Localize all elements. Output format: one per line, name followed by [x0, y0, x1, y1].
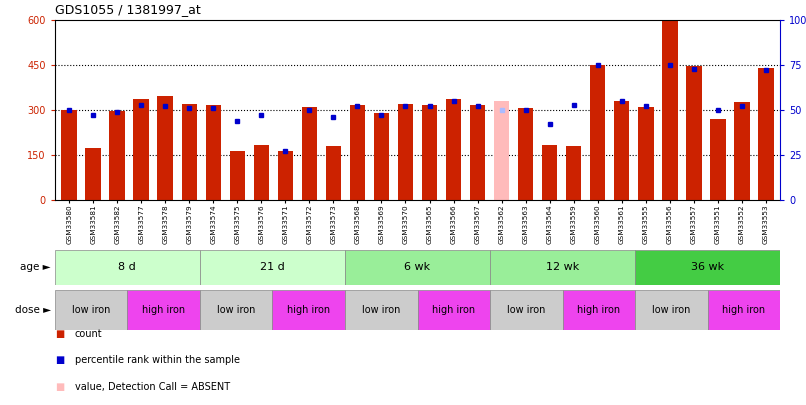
- Bar: [345, 290, 418, 330]
- Bar: [55, 290, 127, 330]
- Text: percentile rank within the sample: percentile rank within the sample: [75, 355, 240, 365]
- Bar: [686, 66, 701, 200]
- Bar: [254, 145, 269, 200]
- Text: GDS1055 / 1381997_at: GDS1055 / 1381997_at: [55, 3, 201, 16]
- Bar: [662, 21, 678, 200]
- Text: low iron: low iron: [652, 305, 691, 315]
- Text: value, Detection Call = ABSENT: value, Detection Call = ABSENT: [75, 382, 230, 392]
- Text: ■: ■: [55, 329, 64, 339]
- Text: dose ►: dose ►: [15, 305, 51, 315]
- Bar: [350, 105, 365, 200]
- Bar: [110, 111, 125, 200]
- Bar: [85, 147, 101, 200]
- Text: high iron: high iron: [432, 305, 476, 315]
- Bar: [200, 290, 272, 330]
- Bar: [614, 101, 629, 200]
- Bar: [61, 110, 77, 200]
- Bar: [134, 100, 149, 200]
- Text: ■: ■: [55, 355, 64, 365]
- Text: low iron: low iron: [507, 305, 546, 315]
- Bar: [590, 65, 605, 200]
- Text: 36 wk: 36 wk: [691, 262, 725, 273]
- Text: high iron: high iron: [142, 305, 185, 315]
- Text: low iron: low iron: [217, 305, 256, 315]
- Text: 6 wk: 6 wk: [405, 262, 430, 273]
- Text: low iron: low iron: [72, 305, 110, 315]
- Bar: [517, 109, 534, 200]
- Bar: [326, 146, 341, 200]
- Bar: [710, 119, 725, 200]
- Bar: [638, 107, 654, 200]
- Text: 12 wk: 12 wk: [546, 262, 580, 273]
- Bar: [758, 68, 774, 200]
- Bar: [127, 290, 200, 330]
- Bar: [230, 151, 245, 200]
- Bar: [563, 290, 635, 330]
- Bar: [272, 290, 345, 330]
- Bar: [422, 105, 438, 200]
- Bar: [277, 151, 293, 200]
- Bar: [635, 250, 780, 285]
- Bar: [181, 104, 197, 200]
- Bar: [55, 250, 200, 285]
- Bar: [206, 105, 221, 200]
- Bar: [397, 104, 413, 200]
- Bar: [708, 290, 780, 330]
- Bar: [446, 100, 461, 200]
- Text: low iron: low iron: [362, 305, 401, 315]
- Bar: [542, 145, 558, 200]
- Bar: [635, 290, 708, 330]
- Bar: [301, 107, 318, 200]
- Bar: [418, 290, 490, 330]
- Text: high iron: high iron: [577, 305, 621, 315]
- Bar: [345, 250, 490, 285]
- Bar: [494, 101, 509, 200]
- Text: 21 d: 21 d: [260, 262, 285, 273]
- Text: ■: ■: [55, 382, 64, 392]
- Bar: [566, 146, 581, 200]
- Bar: [734, 102, 750, 200]
- Text: high iron: high iron: [722, 305, 766, 315]
- Bar: [374, 113, 389, 200]
- Bar: [200, 250, 345, 285]
- Bar: [157, 96, 173, 200]
- Bar: [490, 290, 563, 330]
- Bar: [490, 250, 635, 285]
- Text: age ►: age ►: [20, 262, 51, 273]
- Text: high iron: high iron: [287, 305, 330, 315]
- Text: 8 d: 8 d: [118, 262, 136, 273]
- Bar: [470, 105, 485, 200]
- Text: count: count: [75, 329, 102, 339]
